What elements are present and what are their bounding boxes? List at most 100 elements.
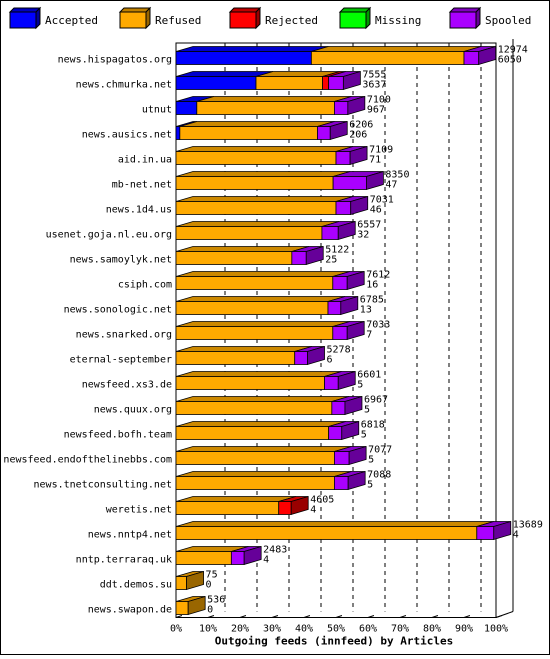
x-tick-100 bbox=[495, 615, 503, 618]
bar-csiph-com-spooled bbox=[332, 276, 348, 290]
bar-news-quux-org-refused bbox=[175, 401, 333, 415]
bar-news-snarked-org-refused bbox=[175, 326, 334, 340]
bar-aid-in-ua-refused bbox=[175, 151, 337, 165]
category-label-news-quux-org: news.quux.org bbox=[94, 405, 172, 416]
refused-label-news-sonologic-net: 13 bbox=[360, 305, 372, 316]
bar-news-sonologic-net-refused bbox=[175, 301, 329, 315]
offered-label-aid-in-ua: 7109 bbox=[369, 145, 393, 156]
bar-weretis-net-rejected bbox=[278, 501, 292, 515]
legend: Accepted Refused Rejected Missing Spooled bbox=[0, 0, 548, 36]
refused-label-news-1d4-us: 46 bbox=[370, 205, 382, 216]
bar-top-utnut-refused bbox=[196, 96, 352, 102]
bar-side-newsfeed-bofh-team bbox=[341, 420, 360, 441]
offered-label-news-hispagatos-org: 12974 bbox=[498, 45, 528, 56]
x-tick-60 bbox=[367, 615, 375, 618]
offered-label-newsfeed-xs3-de: 6601 bbox=[357, 370, 381, 381]
category-label-mb-net-net: mb-net.net bbox=[112, 180, 172, 191]
category-label-csiph-com: csiph.com bbox=[118, 280, 172, 291]
bar-news-nntp4-net-spooled bbox=[476, 526, 495, 540]
offered-label-newsfeed-endofthelinebbs-com: 7077 bbox=[368, 445, 392, 456]
x-tick-label-80: 80% bbox=[423, 624, 441, 635]
bar-mb-net-net-spooled bbox=[332, 176, 367, 190]
refused-label-newsfeed-endofthelinebbs-com: 5 bbox=[368, 455, 374, 466]
category-label-weretis-net: weretis.net bbox=[106, 505, 172, 516]
bar-news-ausics-net-refused bbox=[179, 126, 318, 140]
bar-top-weretis-net-refused bbox=[175, 496, 296, 502]
offered-label-csiph-com: 7612 bbox=[366, 270, 390, 281]
x-tick-label-50: 50% bbox=[327, 624, 345, 635]
offered-label-newsfeed-bofh-team: 6818 bbox=[361, 420, 385, 431]
category-label-aid-in-ua: aid.in.ua bbox=[118, 155, 172, 166]
bar-news-ausics-net-spooled bbox=[317, 126, 331, 140]
offered-label-news-ausics-net: 6206 bbox=[349, 120, 373, 131]
bar-news-chmurka-net-accepted bbox=[175, 76, 257, 90]
bar-aid-in-ua-spooled bbox=[335, 151, 351, 165]
refused-label-utnut: 967 bbox=[367, 105, 385, 116]
category-label-newsfeed-bofh-team: newsfeed.bofh.team bbox=[64, 430, 172, 441]
bar-side-utnut bbox=[347, 95, 366, 116]
x-axis-title: Outgoing feeds (innfeed) by Articles bbox=[215, 635, 453, 648]
bar-top-news-hispagatos-org-refused bbox=[311, 46, 482, 52]
bar-chart: 0% 10% 20% 30% 40% 50% 60% 70% 80% 90% 100% Outgoin… bbox=[0, 36, 550, 655]
x-tick-50 bbox=[335, 615, 343, 618]
x-tick-label-0: 0% bbox=[170, 624, 182, 635]
category-label-utnut: utnut bbox=[142, 105, 172, 116]
refused-label-news-chmurka-net: 3637 bbox=[362, 80, 386, 91]
bar-side-aid-in-ua bbox=[349, 145, 368, 166]
bar-news-1d4-us-spooled bbox=[335, 201, 352, 215]
category-label-eternal-september: eternal-september bbox=[70, 355, 172, 366]
refused-label-eternal-september: 6 bbox=[327, 355, 333, 366]
x-tick-0 bbox=[175, 615, 183, 618]
bar-side-mb-net-net bbox=[365, 170, 384, 191]
bar-eternal-september-refused bbox=[175, 351, 296, 365]
bar-newsfeed-xs3-de-refused bbox=[175, 376, 325, 390]
category-label-usenet-goja-nl-eu-org: usenet.goja.nl.eu.org bbox=[46, 230, 172, 241]
refused-label-ddt-demos-su: 0 bbox=[206, 580, 212, 591]
refused-label-news-quux-org: 5 bbox=[364, 405, 370, 416]
bar-csiph-com-refused bbox=[175, 276, 334, 290]
x-tick-40 bbox=[303, 615, 311, 618]
refused-label-news-snarked-org: 7 bbox=[366, 330, 372, 341]
x-tick-label-10: 10% bbox=[199, 624, 217, 635]
category-label-news-nntp4-net: news.nntp4.net bbox=[88, 530, 172, 541]
refused-label-news-swapon-de: 0 bbox=[207, 605, 213, 616]
bar-side-ddt-demos-su bbox=[186, 570, 204, 591]
bar-side-newsfeed-endofthelinebbs-com bbox=[348, 445, 367, 466]
legend-label-rejected: Rejected bbox=[265, 14, 318, 27]
bar-top-newsfeed-xs3-de-refused bbox=[175, 371, 342, 377]
bar-top-newsfeed-endofthelinebbs-com-refused bbox=[175, 446, 352, 452]
bar-mb-net-net-refused bbox=[175, 176, 334, 190]
bar-news-ausics-net-accepted bbox=[175, 126, 181, 140]
legend-item-accepted: Accepted bbox=[8, 6, 98, 30]
offered-label-news-quux-org: 6967 bbox=[364, 395, 388, 406]
refused-label-nntp-terraraq-uk: 4 bbox=[263, 555, 269, 566]
offered-label-news-snarked-org: 7033 bbox=[366, 320, 390, 331]
bar-usenet-goja-nl-eu-org-refused bbox=[175, 226, 323, 240]
category-label-newsfeed-xs3-de: newsfeed.xs3.de bbox=[82, 380, 172, 391]
category-label-news-swapon-de: news.swapon.de bbox=[88, 605, 172, 616]
bar-newsfeed-bofh-team-refused bbox=[175, 426, 330, 440]
bar-top-news-1d4-us-refused bbox=[175, 196, 354, 202]
category-label-news-1d4-us: news.1d4.us bbox=[106, 205, 172, 216]
offered-label-news-samoylyk-net: 5122 bbox=[325, 245, 349, 256]
x-tick-label-20: 20% bbox=[231, 624, 249, 635]
bar-side-usenet-goja-nl-eu-org bbox=[337, 220, 356, 241]
bar-newsfeed-bofh-team-spooled bbox=[328, 426, 343, 440]
refused-label-newsfeed-bofh-team: 5 bbox=[361, 430, 367, 441]
category-label-news-samoylyk-net: news.samoylyk.net bbox=[70, 255, 172, 266]
offered-label-news-1d4-us: 7031 bbox=[370, 195, 394, 206]
x-tick-30 bbox=[271, 615, 279, 618]
offered-label-news-swapon-de: 536 bbox=[207, 595, 225, 606]
bar-top-news-sonologic-net-refused bbox=[175, 296, 346, 302]
category-label-ddt-demos-su: ddt.demos.su bbox=[100, 580, 172, 591]
refused-label-mb-net-net: 47 bbox=[385, 180, 397, 191]
offered-label-ddt-demos-su: 75 bbox=[206, 570, 218, 581]
